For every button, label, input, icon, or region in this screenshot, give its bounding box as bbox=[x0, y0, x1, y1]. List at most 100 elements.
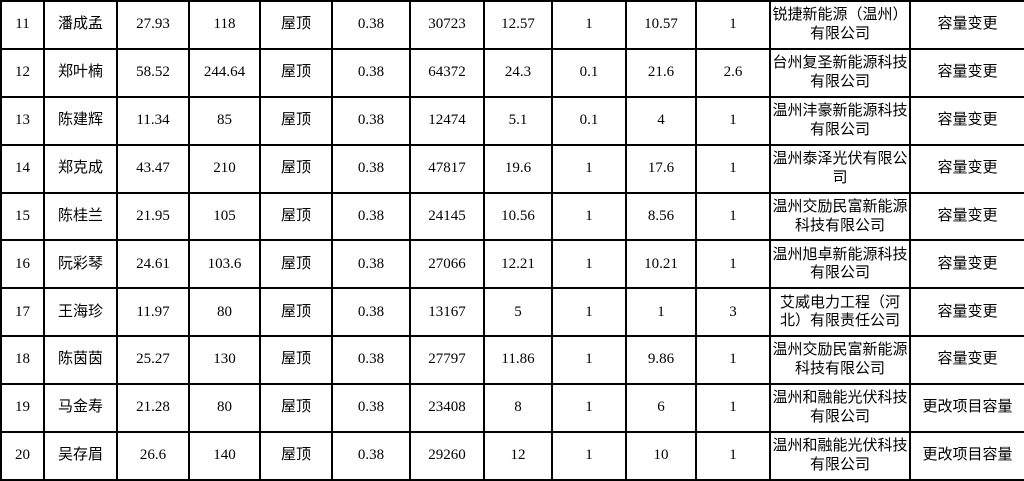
cell-owner-name: 马金寿 bbox=[43, 383, 118, 434]
table-row: 12 郑叶楠 58.52 244.64 屋顶 0.38 64372 24.3 0.1 21.6 2.… bbox=[0, 47, 1024, 98]
cell-company-name: 温州和融能光伏科技有限公司 bbox=[769, 431, 911, 481]
cell-install-type: 屋顶 bbox=[259, 0, 333, 50]
cell-power-value-4: 1 bbox=[695, 431, 771, 481]
table-row: 14 郑克成 43.47 210 屋顶 0.38 47817 19.6 1 17.6 1 温州泰泽光伏… bbox=[0, 143, 1024, 194]
cell-power-value-1: 19.6 bbox=[483, 143, 553, 194]
cell-energy-value: 29260 bbox=[409, 431, 485, 481]
cell-voltage-level: 0.38 bbox=[331, 191, 411, 242]
cell-company-name: 锐捷新能源（温州）有限公司 bbox=[769, 0, 911, 50]
cell-company-name: 温州沣豪新能源科技有限公司 bbox=[769, 95, 911, 146]
cell-change-type: 容量变更 bbox=[909, 239, 1024, 290]
cell-capacity-value: 21.28 bbox=[116, 383, 190, 434]
cell-energy-value: 24145 bbox=[409, 191, 485, 242]
cell-power-value-3: 4 bbox=[625, 95, 697, 146]
cell-panel-count: 105 bbox=[188, 191, 261, 242]
cell-panel-count: 118 bbox=[188, 0, 261, 50]
cell-change-type: 更改项目容量 bbox=[909, 431, 1024, 481]
cell-panel-count: 140 bbox=[188, 431, 261, 481]
cell-power-value-3: 17.6 bbox=[625, 143, 697, 194]
cell-install-type: 屋顶 bbox=[259, 383, 333, 434]
cell-power-value-4: 1 bbox=[695, 0, 771, 50]
cell-power-value-2: 1 bbox=[551, 383, 627, 434]
cell-capacity-value: 11.34 bbox=[116, 95, 190, 146]
table-row: 17 王海珍 11.97 80 屋顶 0.38 13167 5 1 1 3 艾威电力工程（河北）有限责… bbox=[0, 287, 1024, 338]
cell-power-value-3: 6 bbox=[625, 383, 697, 434]
cell-energy-value: 27797 bbox=[409, 335, 485, 386]
cell-panel-count: 80 bbox=[188, 287, 261, 338]
cell-power-value-3: 10.57 bbox=[625, 0, 697, 50]
cell-change-type: 容量变更 bbox=[909, 47, 1024, 98]
cell-change-type: 容量变更 bbox=[909, 191, 1024, 242]
cell-power-value-1: 5.1 bbox=[483, 95, 553, 146]
cell-energy-value: 23408 bbox=[409, 383, 485, 434]
cell-capacity-value: 58.52 bbox=[116, 47, 190, 98]
cell-power-value-2: 1 bbox=[551, 287, 627, 338]
cell-row-number: 11 bbox=[0, 0, 45, 50]
cell-change-type: 容量变更 bbox=[909, 0, 1024, 50]
cell-row-number: 13 bbox=[0, 95, 45, 146]
cell-panel-count: 103.6 bbox=[188, 239, 261, 290]
cell-owner-name: 陈建辉 bbox=[43, 95, 118, 146]
cell-company-name: 台州复圣新能源科技有限公司 bbox=[769, 47, 911, 98]
cell-install-type: 屋顶 bbox=[259, 239, 333, 290]
cell-power-value-1: 12.21 bbox=[483, 239, 553, 290]
cell-row-number: 20 bbox=[0, 431, 45, 481]
cell-change-type: 容量变更 bbox=[909, 335, 1024, 386]
cell-power-value-3: 9.86 bbox=[625, 335, 697, 386]
cell-power-value-3: 10.21 bbox=[625, 239, 697, 290]
cell-power-value-2: 1 bbox=[551, 191, 627, 242]
cell-row-number: 16 bbox=[0, 239, 45, 290]
cell-capacity-value: 27.93 bbox=[116, 0, 190, 50]
cell-install-type: 屋顶 bbox=[259, 95, 333, 146]
cell-row-number: 14 bbox=[0, 143, 45, 194]
cell-owner-name: 陈茵茵 bbox=[43, 335, 118, 386]
cell-power-value-4: 1 bbox=[695, 95, 771, 146]
cell-power-value-4: 2.6 bbox=[695, 47, 771, 98]
cell-power-value-4: 3 bbox=[695, 287, 771, 338]
cell-owner-name: 陈桂兰 bbox=[43, 191, 118, 242]
cell-power-value-2: 1 bbox=[551, 431, 627, 481]
table-row: 16 阮彩琴 24.61 103.6 屋顶 0.38 27066 12.21 1 10.21 1 温州… bbox=[0, 239, 1024, 290]
cell-row-number: 18 bbox=[0, 335, 45, 386]
cell-owner-name: 阮彩琴 bbox=[43, 239, 118, 290]
cell-power-value-2: 1 bbox=[551, 335, 627, 386]
cell-panel-count: 210 bbox=[188, 143, 261, 194]
cell-voltage-level: 0.38 bbox=[331, 143, 411, 194]
cell-voltage-level: 0.38 bbox=[331, 431, 411, 481]
cell-power-value-3: 10 bbox=[625, 431, 697, 481]
table-row: 11 潘成孟 27.93 118 屋顶 0.38 30723 12.57 1 10.57 1 锐捷新能… bbox=[0, 0, 1024, 50]
cell-capacity-value: 43.47 bbox=[116, 143, 190, 194]
cell-capacity-value: 21.95 bbox=[116, 191, 190, 242]
cell-owner-name: 郑叶楠 bbox=[43, 47, 118, 98]
cell-install-type: 屋顶 bbox=[259, 335, 333, 386]
cell-power-value-3: 8.56 bbox=[625, 191, 697, 242]
cell-change-type: 容量变更 bbox=[909, 95, 1024, 146]
cell-power-value-1: 5 bbox=[483, 287, 553, 338]
cell-company-name: 艾威电力工程（河北）有限责任公司 bbox=[769, 287, 911, 338]
cell-capacity-value: 11.97 bbox=[116, 287, 190, 338]
cell-power-value-4: 1 bbox=[695, 335, 771, 386]
cell-capacity-value: 25.27 bbox=[116, 335, 190, 386]
cell-power-value-1: 12 bbox=[483, 431, 553, 481]
cell-power-value-4: 1 bbox=[695, 239, 771, 290]
cell-panel-count: 244.64 bbox=[188, 47, 261, 98]
cell-power-value-1: 12.57 bbox=[483, 0, 553, 50]
cell-voltage-level: 0.38 bbox=[331, 335, 411, 386]
cell-energy-value: 30723 bbox=[409, 0, 485, 50]
cell-install-type: 屋顶 bbox=[259, 191, 333, 242]
cell-company-name: 温州交励民富新能源科技有限公司 bbox=[769, 335, 911, 386]
cell-voltage-level: 0.38 bbox=[331, 0, 411, 50]
cell-change-type: 容量变更 bbox=[909, 287, 1024, 338]
cell-power-value-1: 24.3 bbox=[483, 47, 553, 98]
cell-capacity-value: 26.6 bbox=[116, 431, 190, 481]
cell-install-type: 屋顶 bbox=[259, 143, 333, 194]
cell-energy-value: 12474 bbox=[409, 95, 485, 146]
cell-panel-count: 80 bbox=[188, 383, 261, 434]
cell-power-value-2: 1 bbox=[551, 239, 627, 290]
cell-owner-name: 吴存眉 bbox=[43, 431, 118, 481]
cell-voltage-level: 0.38 bbox=[331, 239, 411, 290]
cell-owner-name: 潘成孟 bbox=[43, 0, 118, 50]
cell-row-number: 19 bbox=[0, 383, 45, 434]
table-row: 13 陈建辉 11.34 85 屋顶 0.38 12474 5.1 0.1 4 1 温州沣豪新能源科技… bbox=[0, 95, 1024, 146]
cell-power-value-1: 8 bbox=[483, 383, 553, 434]
